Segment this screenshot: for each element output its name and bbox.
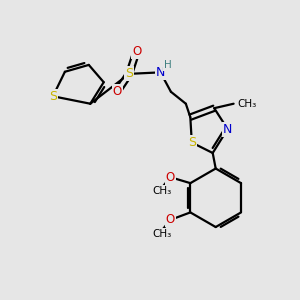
Text: CH₃: CH₃ bbox=[152, 229, 172, 239]
Text: S: S bbox=[125, 68, 133, 80]
Text: H: H bbox=[164, 60, 172, 70]
Text: CH₃: CH₃ bbox=[152, 186, 172, 196]
Text: N: N bbox=[223, 123, 232, 136]
Text: O: O bbox=[166, 171, 175, 184]
Text: O: O bbox=[132, 45, 141, 58]
Text: CH₃: CH₃ bbox=[237, 99, 256, 109]
Text: O: O bbox=[166, 213, 175, 226]
Text: S: S bbox=[188, 136, 196, 149]
Text: S: S bbox=[49, 90, 57, 103]
Text: O: O bbox=[112, 85, 122, 98]
Text: N: N bbox=[156, 66, 165, 79]
